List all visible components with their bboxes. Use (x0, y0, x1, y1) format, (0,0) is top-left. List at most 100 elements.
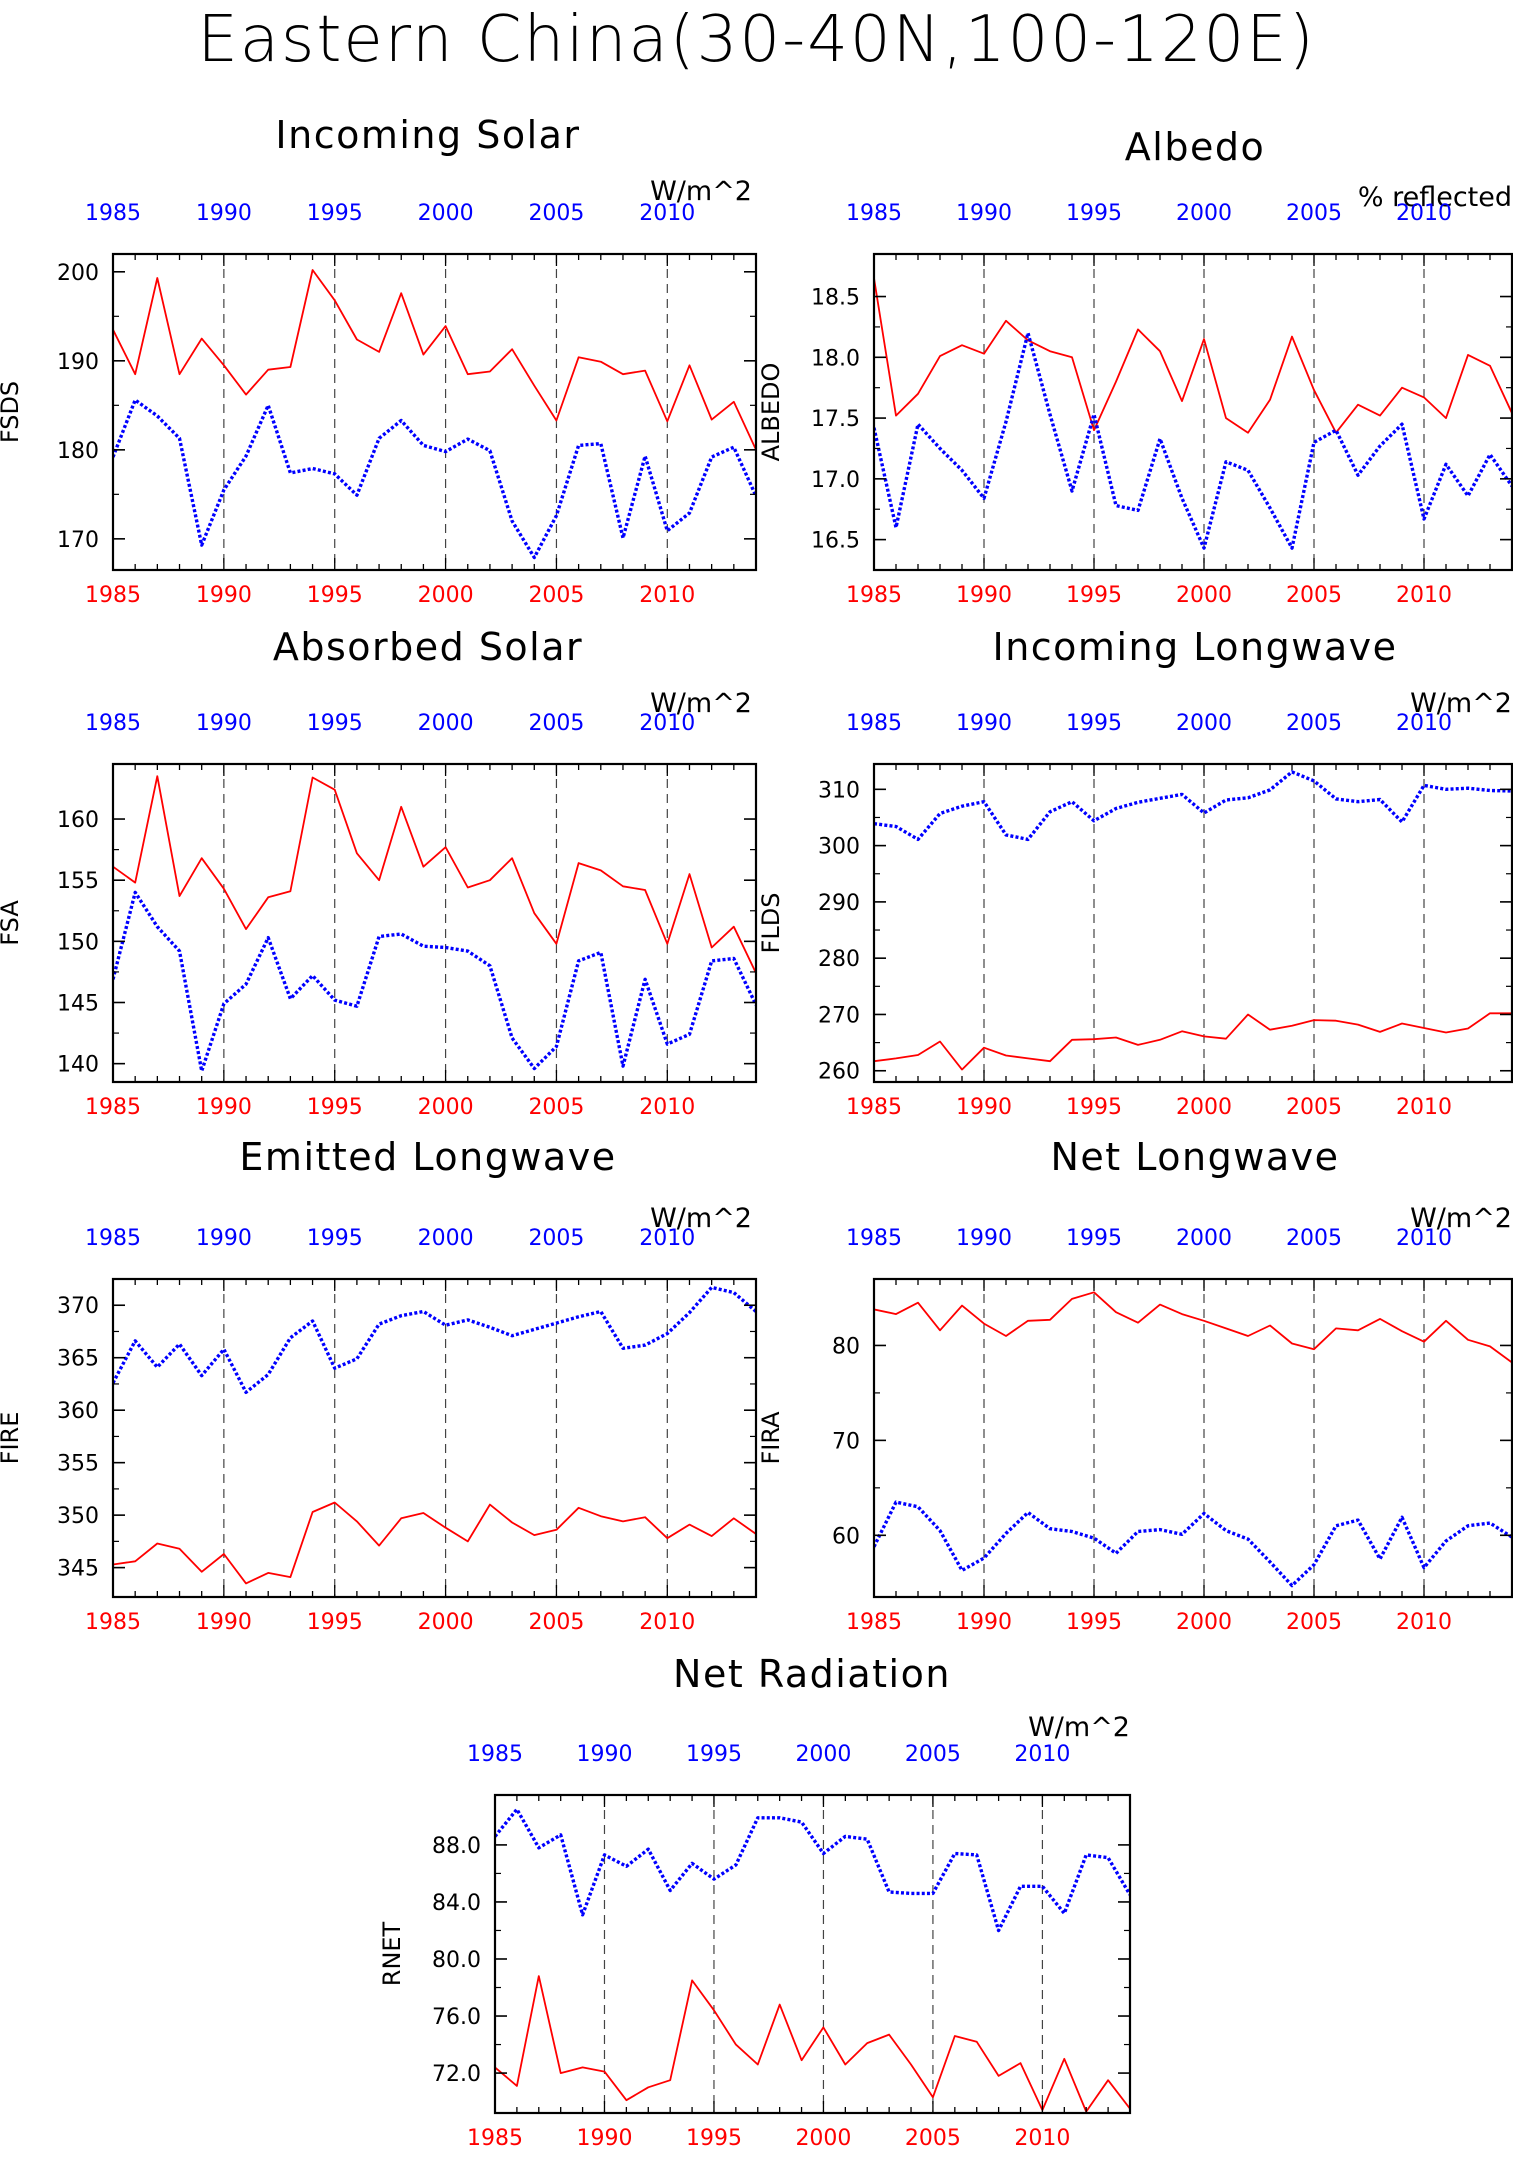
chart-flds: Incoming Longwave W/m^2 FLDS 260 270 280 290 30… (757, 625, 1513, 1120)
y-tick-label: 72.0 (432, 2062, 481, 2087)
series-line-red (113, 1501, 756, 1585)
y-tick-label: 260 (818, 1060, 860, 1085)
x-tick-label-top: 2010 (639, 711, 695, 736)
x-tick-label-top: 2000 (1176, 711, 1232, 736)
chart-title: Net Radiation (673, 1652, 951, 1696)
x-tick-label-bottom: 2005 (528, 583, 584, 608)
y-tick-label: 18.5 (811, 286, 860, 311)
x-tick-label-top: 2010 (639, 1226, 695, 1251)
x-tick-label-bottom: 1985 (846, 1610, 902, 1635)
x-tick-label-bottom: 1990 (196, 583, 252, 608)
x-tick-label-top: 1995 (1066, 1226, 1122, 1251)
x-tick-label-bottom: 1985 (467, 2126, 523, 2151)
y-axis-label: ALBEDO (757, 363, 785, 462)
y-tick-label: 190 (57, 350, 99, 375)
x-tick-label-bottom: 2005 (528, 1095, 584, 1120)
series-line-blue (495, 1807, 1130, 1933)
x-tick-label-bottom: 1995 (686, 2126, 742, 2151)
chart-title: Emitted Longwave (239, 1135, 616, 1179)
y-axis-label: FLDS (757, 893, 785, 954)
plot-frame (111, 252, 758, 572)
plot-frame (111, 1277, 758, 1599)
y-axis-label: FSA (0, 900, 24, 946)
x-tick-label-top: 2005 (528, 1226, 584, 1251)
x-tick-label-top: 1990 (196, 201, 252, 226)
y-tick-label: 270 (818, 1003, 860, 1028)
units-label: W/m^2 (1028, 1712, 1130, 1743)
y-tick-label: 310 (818, 778, 860, 803)
x-tick-label-bottom: 2000 (1176, 583, 1232, 608)
x-tick-label-top: 1990 (956, 711, 1012, 736)
x-tick-label-bottom: 1990 (576, 2126, 632, 2151)
x-tick-label-top: 1995 (1066, 711, 1122, 736)
y-tick-label: 355 (57, 1452, 99, 1477)
y-tick-label: 150 (57, 930, 99, 955)
y-tick-label: 60 (832, 1524, 860, 1549)
series-line-red (874, 1012, 1512, 1071)
x-tick-label-top: 2010 (1396, 711, 1452, 736)
plot-frame (872, 1277, 1513, 1599)
y-tick-label: 180 (57, 439, 99, 464)
x-tick-label-top: 1990 (196, 1226, 252, 1251)
y-tick-label: 70 (832, 1429, 860, 1454)
chart-fsa: Absorbed Solar W/m^2 FSA 140 145 150 155 160 198… (0, 625, 758, 1120)
units-label: W/m^2 (1410, 1203, 1512, 1234)
x-tick-label-bottom: 1985 (85, 583, 141, 608)
y-tick-label: 80 (832, 1334, 860, 1359)
x-tick-label-bottom: 1995 (1066, 583, 1122, 608)
x-tick-label-top: 2005 (528, 711, 584, 736)
y-tick-label: 360 (57, 1399, 99, 1424)
x-tick-label-bottom: 1990 (956, 583, 1012, 608)
y-axis-label: FSDS (0, 381, 24, 443)
series-line-red (874, 1291, 1512, 1364)
y-tick-label: 200 (57, 261, 99, 286)
x-tick-label-bottom: 2005 (905, 2126, 961, 2151)
x-tick-label-top: 2000 (418, 1226, 474, 1251)
x-tick-label-bottom: 2000 (1176, 1610, 1232, 1635)
units-label: W/m^2 (1410, 688, 1512, 719)
y-tick-label: 145 (57, 992, 99, 1017)
y-tick-label: 84.0 (432, 1891, 481, 1916)
x-tick-label-bottom: 2000 (418, 583, 474, 608)
x-tick-label-top: 2000 (418, 201, 474, 226)
units-label: % reflected (1358, 182, 1512, 213)
x-tick-label-top: 2000 (1176, 201, 1232, 226)
x-tick-label-bottom: 1985 (85, 1610, 141, 1635)
x-tick-label-top: 2005 (1286, 201, 1342, 226)
x-tick-label-bottom: 1985 (846, 1095, 902, 1120)
x-tick-label-top: 1990 (956, 1226, 1012, 1251)
chart-title: Absorbed Solar (273, 625, 583, 669)
series-line-blue (874, 331, 1512, 550)
x-tick-label-top: 1995 (1066, 201, 1122, 226)
y-tick-label: 170 (57, 528, 99, 553)
series-line-blue (113, 1285, 756, 1395)
y-axis-label: FIRE (0, 1412, 24, 1465)
x-tick-label-bottom: 1985 (85, 1095, 141, 1120)
x-tick-label-top: 1995 (307, 711, 363, 736)
x-tick-label-bottom: 2005 (528, 1610, 584, 1635)
y-tick-label: 17.0 (811, 468, 860, 493)
x-tick-label-top: 1990 (956, 201, 1012, 226)
y-tick-label: 345 (57, 1557, 99, 1582)
y-tick-label: 80.0 (432, 1948, 481, 1973)
y-tick-label: 280 (818, 947, 860, 972)
units-label: W/m^2 (650, 688, 752, 719)
x-tick-label-bottom: 2010 (639, 1095, 695, 1120)
y-tick-label: 17.5 (811, 407, 860, 432)
series-line-blue (874, 1500, 1512, 1588)
x-tick-label-top: 1990 (576, 1742, 632, 1767)
x-tick-label-top: 2010 (1396, 1226, 1452, 1251)
y-tick-label: 18.0 (811, 346, 860, 371)
x-tick-label-top: 2005 (1286, 711, 1342, 736)
x-tick-label-bottom: 2010 (1396, 1095, 1452, 1120)
x-tick-label-top: 1990 (196, 711, 252, 736)
y-tick-label: 140 (57, 1053, 99, 1078)
x-tick-label-bottom: 1995 (307, 1610, 363, 1635)
chart-fire: Emitted Longwave W/m^2 FIRE 345 350 355 360 365… (0, 1135, 758, 1635)
x-tick-label-bottom: 1985 (846, 583, 902, 608)
x-tick-label-top: 1985 (467, 1742, 523, 1767)
chart-fsds: Incoming Solar W/m^2 FSDS 170 180 190 200 1985 1… (0, 113, 758, 608)
x-tick-label-bottom: 1990 (196, 1610, 252, 1635)
y-axis-label: RNET (378, 1921, 406, 1986)
x-tick-label-bottom: 1995 (1066, 1610, 1122, 1635)
